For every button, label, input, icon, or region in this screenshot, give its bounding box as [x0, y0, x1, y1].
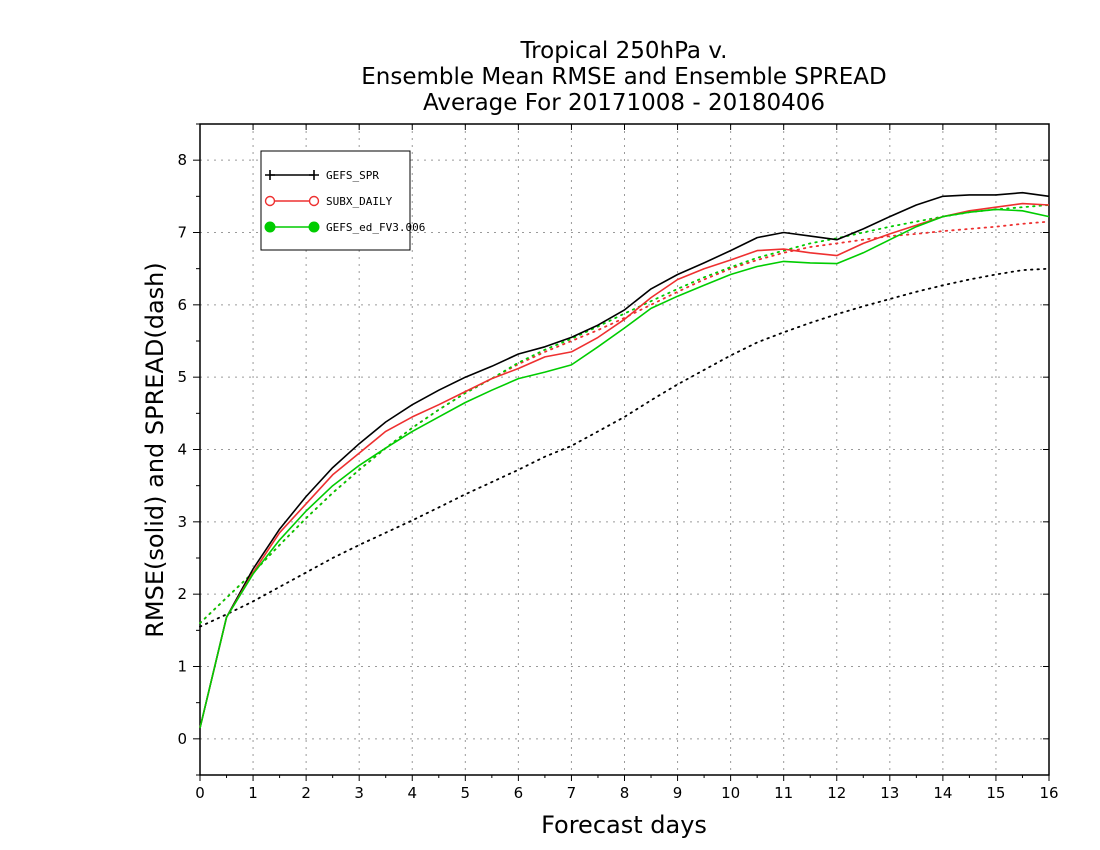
- x-tick-label: 11: [774, 784, 793, 802]
- legend-marker-open-circle: [308, 195, 320, 207]
- x-tick-label: 15: [986, 784, 1005, 802]
- x-tick-label: 14: [933, 784, 952, 802]
- x-tick-label: 12: [827, 784, 846, 802]
- y-tick-label: 8: [177, 151, 187, 169]
- x-tick-label: 7: [567, 784, 577, 802]
- title-line-2: Ensemble Mean RMSE and Ensemble SPREAD: [361, 64, 886, 90]
- legend-label: GEFS_ed_FV3.006: [326, 221, 425, 234]
- x-tick-label: 8: [620, 784, 630, 802]
- rmse-line-2: [199, 208, 1050, 729]
- legend-item: GEFS_ed_FV3.006: [264, 221, 425, 234]
- y-tick-label: 6: [177, 296, 187, 314]
- y-tick-label: 7: [177, 224, 187, 242]
- y-tick-labels: 0 1 2 3 4 5 6 7 8: [177, 151, 187, 748]
- x-tick-label: 5: [461, 784, 471, 802]
- x-tick-labels: 0 1 2 3 4 5 6 7 8 9 10 11 12 13 14 15 16: [195, 784, 1058, 802]
- chart-title: Tropical 250hPa v. Ensemble Mean RMSE an…: [361, 38, 886, 116]
- x-tick-label: 3: [354, 784, 364, 802]
- legend-marker-plus: [265, 170, 275, 180]
- rmse-line-0: [199, 191, 1050, 729]
- spread-line-1: [199, 220, 1050, 624]
- x-tick-label: 4: [407, 784, 417, 802]
- x-tick-label: 1: [248, 784, 258, 802]
- x-tick-label: 13: [880, 784, 899, 802]
- title-line-1: Tropical 250hPa v.: [520, 38, 728, 64]
- y-tick-label: 1: [177, 658, 187, 676]
- legend-marker-open-circle: [264, 195, 276, 207]
- y-axis-title: RMSE(solid) and SPREAD(dash): [141, 262, 169, 638]
- axis-ticks: [193, 123, 1050, 781]
- x-axis-title: Forecast days: [541, 811, 707, 839]
- rmse-line-1: [199, 202, 1050, 729]
- legend-item: SUBX_DAILY: [264, 195, 393, 208]
- y-tick-label: 0: [177, 730, 187, 748]
- spread-line-0: [199, 267, 1050, 628]
- x-tick-label: 10: [721, 784, 740, 802]
- y-tick-label: 4: [177, 441, 187, 459]
- legend-marker-filled-circle: [264, 221, 276, 233]
- x-tick-label: 0: [195, 784, 205, 802]
- legend: GEFS_SPR SUBX_DAILY GEFS_ed_FV3.006: [260, 150, 425, 251]
- x-tick-label: 2: [301, 784, 311, 802]
- legend-marker-filled-circle: [308, 221, 320, 233]
- legend-item: GEFS_SPR: [265, 169, 379, 182]
- y-tick-label: 3: [177, 513, 187, 531]
- legend-label: GEFS_SPR: [326, 169, 379, 182]
- legend-marker-plus: [309, 170, 319, 180]
- title-line-3: Average For 20171008 - 20180406: [423, 90, 825, 116]
- x-tick-label: 16: [1039, 784, 1058, 802]
- x-tick-label: 9: [673, 784, 683, 802]
- x-tick-label: 6: [514, 784, 524, 802]
- legend-label: SUBX_DAILY: [326, 195, 393, 208]
- y-tick-label: 5: [177, 368, 187, 386]
- series-lines: [199, 191, 1050, 729]
- y-tick-label: 2: [177, 585, 187, 603]
